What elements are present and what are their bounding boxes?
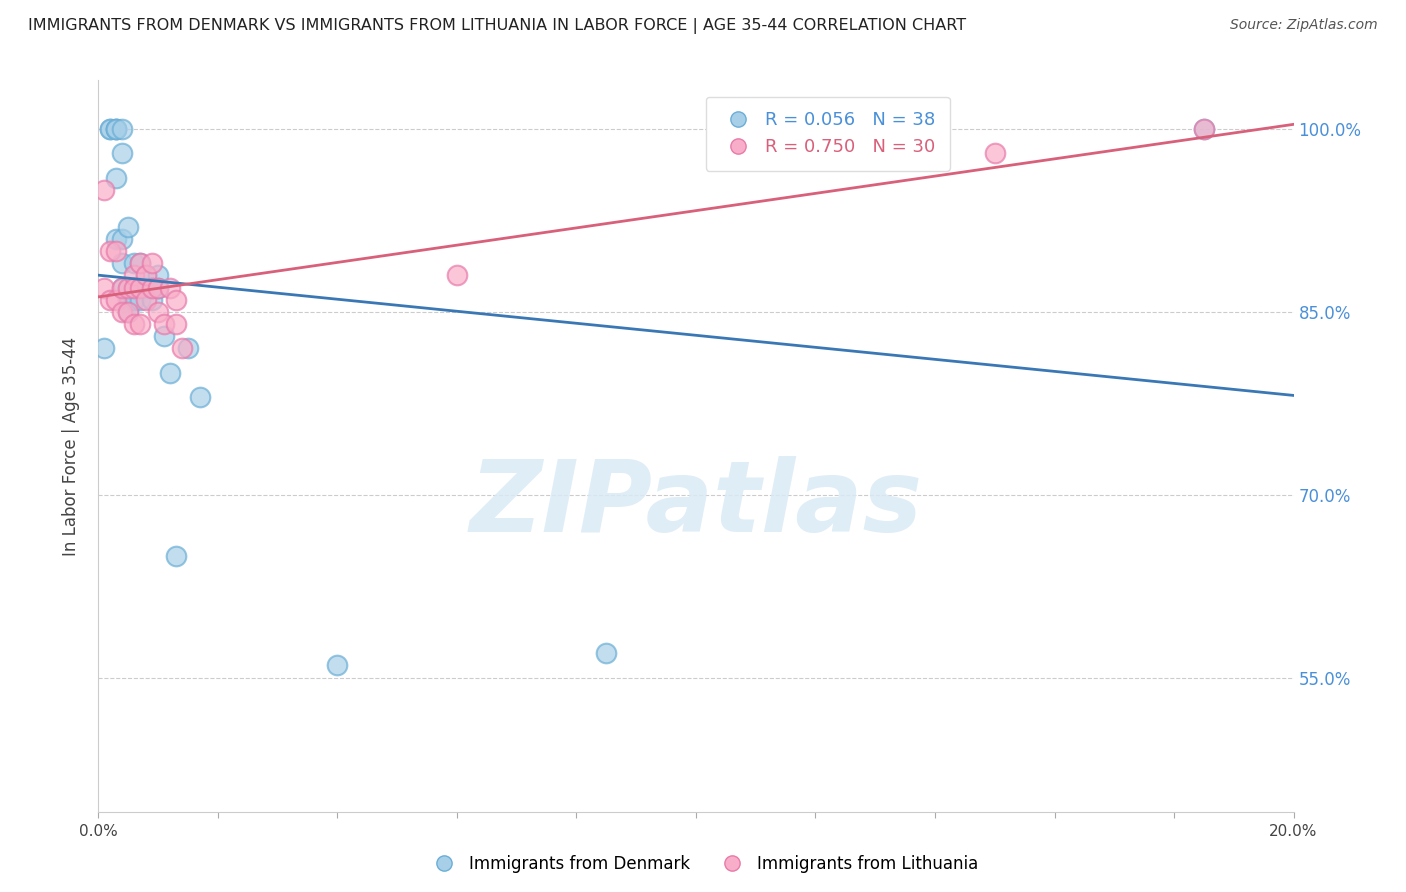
Point (124, 280, 146, 294)
Point (129, 280, 152, 294)
Legend: Immigrants from Denmark, Immigrants from Lithuania: Immigrants from Denmark, Immigrants from… (420, 848, 986, 880)
Point (105, 122, 128, 136)
Point (111, 305, 134, 319)
Point (117, 293, 139, 307)
Point (165, 549, 187, 563)
Point (135, 268, 157, 283)
Legend: R = 0.056   N = 38, R = 0.750   N = 30: R = 0.056 N = 38, R = 0.750 N = 30 (706, 96, 950, 170)
Point (148, 268, 170, 283)
Point (105, 122, 128, 136)
Point (148, 280, 170, 294)
Point (124, 256, 146, 270)
Point (105, 232, 128, 246)
Text: ZIPatlas: ZIPatlas (470, 456, 922, 553)
Point (117, 293, 139, 307)
Point (159, 366, 181, 380)
Point (153, 329, 176, 343)
Point (129, 256, 152, 270)
Point (117, 219, 139, 234)
Point (153, 317, 176, 331)
Point (165, 317, 187, 331)
Point (141, 280, 163, 294)
Point (141, 256, 163, 270)
Point (98, 122, 122, 136)
Point (124, 317, 146, 331)
Point (98, 244, 122, 258)
Point (93, 342, 115, 356)
Point (111, 280, 134, 294)
Point (129, 256, 152, 270)
Point (446, 268, 468, 283)
Point (1192, 122, 1215, 136)
Point (129, 280, 152, 294)
Point (105, 293, 128, 307)
Point (326, 658, 349, 673)
Point (124, 293, 146, 307)
Y-axis label: In Labor Force | Age 35-44: In Labor Force | Age 35-44 (62, 336, 80, 556)
Text: IMMIGRANTS FROM DENMARK VS IMMIGRANTS FROM LITHUANIA IN LABOR FORCE | AGE 35-44 : IMMIGRANTS FROM DENMARK VS IMMIGRANTS FR… (28, 18, 966, 34)
Point (124, 280, 146, 294)
Point (105, 170, 128, 185)
Point (172, 342, 194, 356)
Point (141, 280, 163, 294)
Point (111, 280, 134, 294)
Point (984, 146, 1007, 161)
Point (141, 293, 163, 307)
Point (117, 280, 139, 294)
Text: Source: ZipAtlas.com: Source: ZipAtlas.com (1230, 18, 1378, 32)
Point (148, 280, 170, 294)
Point (105, 244, 128, 258)
Point (98, 122, 122, 136)
Point (595, 646, 617, 660)
Point (111, 122, 134, 136)
Point (148, 305, 170, 319)
Point (98, 293, 122, 307)
Point (111, 232, 134, 246)
Point (93, 183, 115, 197)
Point (135, 268, 157, 283)
Point (129, 293, 152, 307)
Point (93, 280, 115, 294)
Point (129, 317, 152, 331)
Point (135, 280, 157, 294)
Point (124, 268, 146, 283)
Point (117, 305, 139, 319)
Point (105, 122, 128, 136)
Point (188, 390, 211, 404)
Point (159, 280, 181, 294)
Point (117, 305, 139, 319)
Point (111, 256, 134, 270)
Point (117, 280, 139, 294)
Point (1192, 122, 1215, 136)
Point (165, 293, 187, 307)
Point (135, 293, 157, 307)
Point (111, 146, 134, 161)
Point (177, 342, 200, 356)
